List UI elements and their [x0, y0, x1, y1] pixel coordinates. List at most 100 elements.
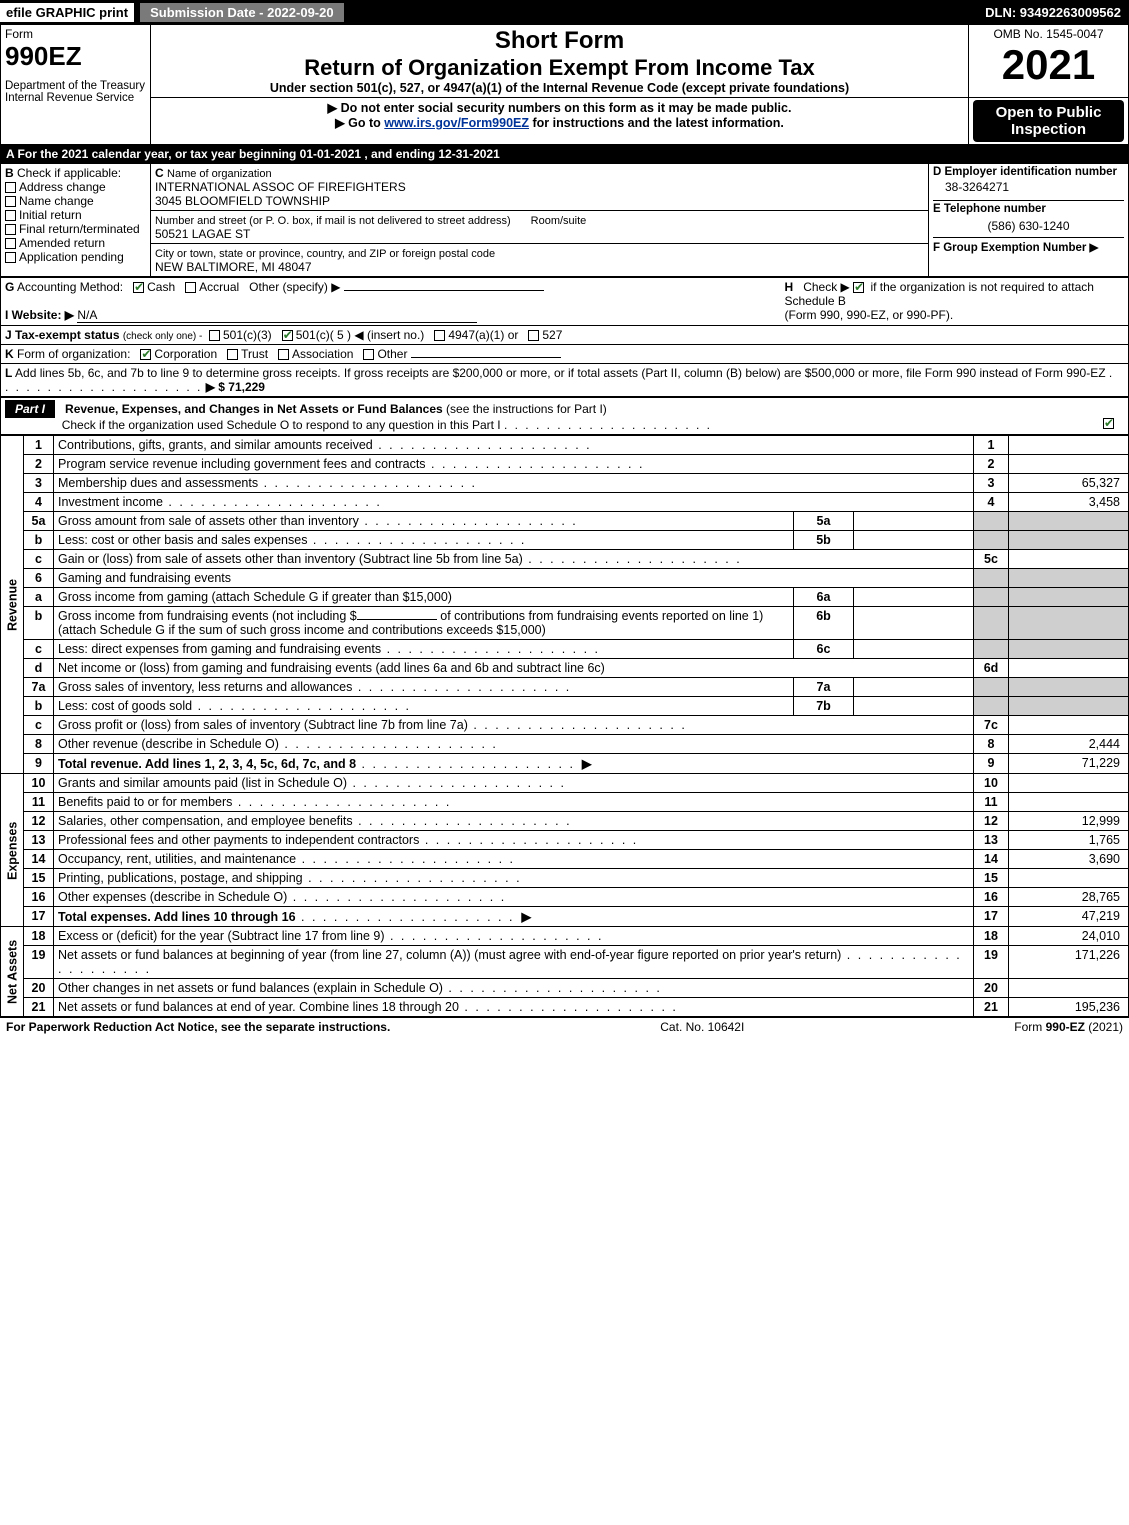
line-7c-box: 7c [974, 716, 1009, 735]
line-6c-desc: Less: direct expenses from gaming and fu… [54, 640, 794, 659]
part1-scho-checkbox[interactable] [1103, 418, 1114, 429]
line-7a-desc: Gross sales of inventory, less returns a… [54, 678, 794, 697]
line-8-num: 8 [24, 735, 54, 754]
irs-link[interactable]: www.irs.gov/Form990EZ [384, 116, 529, 130]
section-l: L Add lines 5b, 6c, and 7b to line 9 to … [1, 364, 1129, 397]
line-6a-val [854, 588, 974, 607]
final-return-checkbox[interactable] [5, 224, 16, 235]
amended-return-label: Amended return [19, 236, 105, 250]
line-6-amt-shade [1009, 569, 1129, 588]
k-trust-checkbox[interactable] [227, 349, 238, 360]
initial-return-checkbox[interactable] [5, 210, 16, 221]
line-5c-amt [1009, 550, 1129, 569]
k-other-checkbox[interactable] [363, 349, 374, 360]
line-6c-num: c [24, 640, 54, 659]
j-label: J Tax-exempt status [5, 328, 120, 342]
line-6a-box-shade [974, 588, 1009, 607]
line-21-desc: Net assets or fund balances at end of ye… [54, 998, 974, 1017]
netassets-side-label: Net Assets [1, 927, 24, 1017]
addr-change-checkbox[interactable] [5, 182, 16, 193]
h-after-text2: (Form 990, 990-EZ, or 990-PF). [785, 308, 954, 322]
name-of-org-label: Name of organization [167, 168, 272, 180]
omb-number: OMB No. 1545-0047 [973, 27, 1124, 41]
line-20-amt [1009, 979, 1129, 998]
j-opt2: 501(c)( 5 ) ◀ (insert no.) [296, 328, 425, 342]
under-section: Under section 501(c), 527, or 4947(a)(1)… [155, 81, 964, 95]
line-3-amt: 65,327 [1009, 474, 1129, 493]
line-13-desc: Professional fees and other payments to … [54, 831, 974, 850]
amended-return-checkbox[interactable] [5, 238, 16, 249]
j-527-checkbox[interactable] [528, 330, 539, 341]
line-5b-desc: Less: cost or other basis and sales expe… [54, 531, 794, 550]
right-info: D Employer identification number 38-3264… [929, 164, 1129, 277]
j-opt4: 527 [542, 328, 562, 342]
line-6d-desc: Net income or (loss) from gaming and fun… [54, 659, 974, 678]
line-10-amt [1009, 774, 1129, 793]
j-opt3: 4947(a)(1) or [448, 328, 518, 342]
line-7a-num: 7a [24, 678, 54, 697]
ghijkl-section: G Accounting Method: Cash Accrual Other … [0, 277, 1129, 397]
line-8-amt: 2,444 [1009, 735, 1129, 754]
j-501c-checkbox[interactable] [282, 330, 293, 341]
line-9-num: 9 [24, 754, 54, 774]
line-5c-desc: Gain or (loss) from sale of assets other… [54, 550, 974, 569]
line-4-num: 4 [24, 493, 54, 512]
line-3-num: 3 [24, 474, 54, 493]
name-change-checkbox[interactable] [5, 196, 16, 207]
line-5b-sb: 5b [794, 531, 854, 550]
line-6d-amt [1009, 659, 1129, 678]
line-21-num: 21 [24, 998, 54, 1017]
line-11-num: 11 [24, 793, 54, 812]
k-label: K [5, 347, 14, 361]
c-label: C [155, 166, 164, 180]
line-19-desc: Net assets or fund balances at beginning… [54, 946, 974, 979]
line-5a-amt-shade [1009, 512, 1129, 531]
street-value: 50521 LAGAE ST [155, 227, 250, 241]
section-c-city: City or town, state or province, country… [151, 244, 929, 277]
initial-return-label: Initial return [19, 208, 82, 222]
line-5a-val [854, 512, 974, 531]
line-7b-sb: 7b [794, 697, 854, 716]
footer-left: For Paperwork Reduction Act Notice, see … [6, 1020, 390, 1034]
line-17-num: 17 [24, 907, 54, 927]
line-17-amt: 47,219 [1009, 907, 1129, 927]
line-6c-val [854, 640, 974, 659]
short-form-label: Short Form [155, 27, 964, 55]
line-18-amt: 24,010 [1009, 927, 1129, 946]
line-13-amt: 1,765 [1009, 831, 1129, 850]
line-21-box: 21 [974, 998, 1009, 1017]
open-public-badge: Open to Public Inspection [973, 100, 1124, 142]
cash-checkbox[interactable] [133, 282, 144, 293]
line-7b-amt-shade [1009, 697, 1129, 716]
part1-label: Part I [5, 400, 55, 418]
i-website-label: I Website: ▶ [5, 308, 74, 322]
line-12-desc: Salaries, other compensation, and employ… [54, 812, 974, 831]
line-6b-sb: 6b [794, 607, 854, 640]
line-11-box: 11 [974, 793, 1009, 812]
org-name-1: INTERNATIONAL ASSOC OF FIREFIGHTERS [155, 180, 406, 194]
line-1-box: 1 [974, 436, 1009, 455]
ein-value: 38-3264271 [933, 178, 1124, 200]
cash-label: Cash [147, 280, 175, 294]
line-2-num: 2 [24, 455, 54, 474]
line-5a-sb: 5a [794, 512, 854, 531]
app-pending-checkbox[interactable] [5, 252, 16, 263]
h-checkbox[interactable] [853, 282, 864, 293]
title-cell: Short Form Return of Organization Exempt… [151, 25, 969, 98]
line-6c-sb: 6c [794, 640, 854, 659]
k-assoc: Association [292, 347, 353, 361]
line-10-box: 10 [974, 774, 1009, 793]
line-18-num: 18 [24, 927, 54, 946]
j-501c3-checkbox[interactable] [209, 330, 220, 341]
k-corp-checkbox[interactable] [140, 349, 151, 360]
part1-title: Revenue, Expenses, and Changes in Net As… [65, 402, 443, 416]
line-5c-num: c [24, 550, 54, 569]
entity-info: B Check if applicable: Address change Na… [0, 163, 1129, 277]
open-public-cell: Open to Public Inspection [969, 98, 1129, 145]
accrual-checkbox[interactable] [185, 282, 196, 293]
line-6a-sb: 6a [794, 588, 854, 607]
line-6c-amt-shade [1009, 640, 1129, 659]
line-17-box: 17 [974, 907, 1009, 927]
k-assoc-checkbox[interactable] [278, 349, 289, 360]
j-4947-checkbox[interactable] [434, 330, 445, 341]
